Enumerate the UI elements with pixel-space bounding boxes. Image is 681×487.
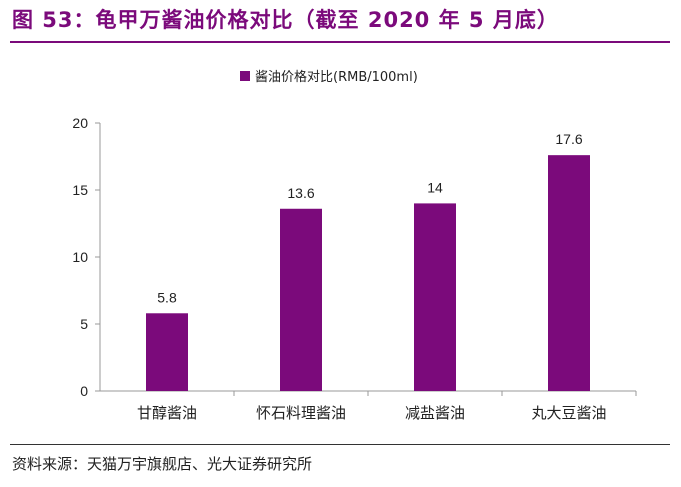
title-divider xyxy=(10,41,670,43)
footer-divider xyxy=(10,444,670,445)
chart-legend: 酱油价格对比(RMB/100ml) xyxy=(240,66,418,85)
x-tick-label: 减盐酱油 xyxy=(405,404,465,422)
source-note: 资料来源：天猫万宇旗舰店、光大证券研究所 xyxy=(12,455,313,473)
x-tick-label: 丸大豆酱油 xyxy=(531,404,606,422)
legend-swatch xyxy=(240,70,250,81)
bar xyxy=(280,208,322,391)
data-label: 5.8 xyxy=(157,289,177,305)
bar xyxy=(146,313,188,391)
data-label: 13.6 xyxy=(287,185,314,201)
x-tick-label: 甘醇酱油 xyxy=(137,404,197,422)
y-tick-label: 5 xyxy=(80,316,88,332)
bar-chart: 0 5 10 15 20 5.8 甘醇酱油 13.6 怀石料理酱油 14 减盐酱油 17.6 丸大豆酱油 xyxy=(72,115,637,422)
page-title: 图 53：龟甲万酱油价格对比（截至 2020 年 5 月底） xyxy=(12,8,559,32)
y-tick-label: 10 xyxy=(72,249,88,265)
bar xyxy=(414,203,456,391)
y-tick-label: 20 xyxy=(72,115,88,131)
legend-label: 酱油价格对比(RMB/100ml) xyxy=(255,70,418,85)
y-tick-label: 15 xyxy=(72,182,88,198)
y-tick-label: 0 xyxy=(80,383,88,399)
data-label: 14 xyxy=(427,179,443,195)
x-tick-label: 怀石料理酱油 xyxy=(256,404,346,422)
bar xyxy=(548,155,590,391)
data-label: 17.6 xyxy=(555,131,582,147)
